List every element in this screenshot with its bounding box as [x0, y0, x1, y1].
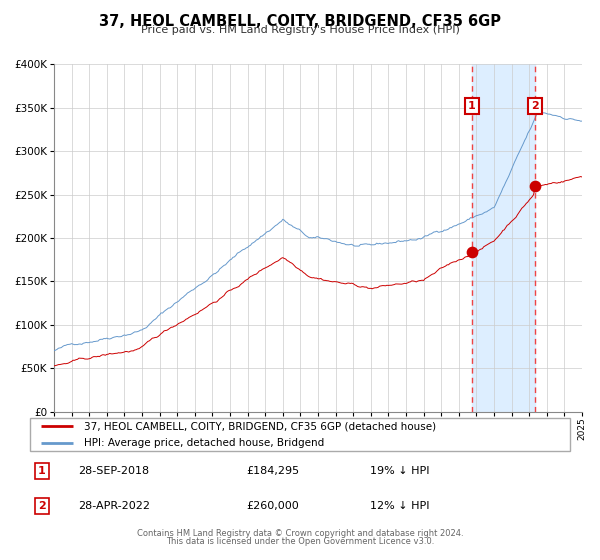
Text: 37, HEOL CAMBELL, COITY, BRIDGEND, CF35 6GP: 37, HEOL CAMBELL, COITY, BRIDGEND, CF35 … [99, 14, 501, 29]
Text: 28-SEP-2018: 28-SEP-2018 [79, 466, 150, 476]
Text: 1: 1 [468, 101, 476, 111]
Text: HPI: Average price, detached house, Bridgend: HPI: Average price, detached house, Brid… [84, 438, 324, 447]
Text: £260,000: £260,000 [246, 501, 299, 511]
Text: 1: 1 [38, 466, 46, 476]
Text: Price paid vs. HM Land Registry's House Price Index (HPI): Price paid vs. HM Land Registry's House … [140, 25, 460, 35]
Text: This data is licensed under the Open Government Licence v3.0.: This data is licensed under the Open Gov… [166, 537, 434, 546]
Point [530, 181, 540, 190]
Bar [472, 64, 535, 412]
Text: Contains HM Land Registry data © Crown copyright and database right 2024.: Contains HM Land Registry data © Crown c… [137, 529, 463, 538]
Text: 37, HEOL CAMBELL, COITY, BRIDGEND, CF35 6GP (detached house): 37, HEOL CAMBELL, COITY, BRIDGEND, CF35 … [84, 422, 436, 431]
Text: 19% ↓ HPI: 19% ↓ HPI [370, 466, 430, 476]
Text: 2: 2 [531, 101, 539, 111]
Point [467, 247, 477, 256]
Text: 28-APR-2022: 28-APR-2022 [79, 501, 151, 511]
Text: 2: 2 [38, 501, 46, 511]
Text: 12% ↓ HPI: 12% ↓ HPI [370, 501, 430, 511]
Text: £184,295: £184,295 [246, 466, 299, 476]
